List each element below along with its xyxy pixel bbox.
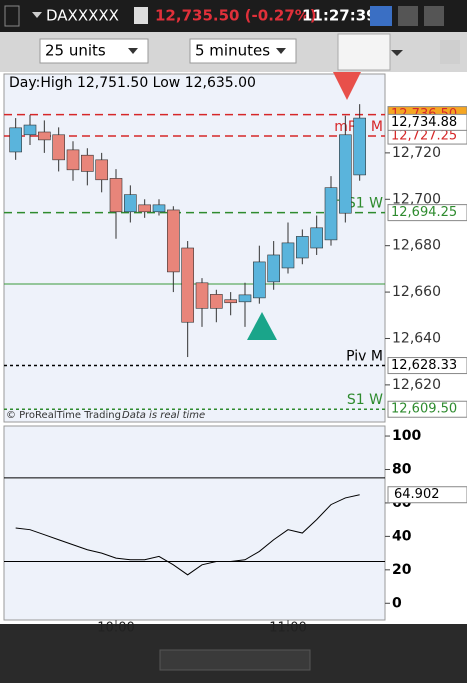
indicator-last-label: 64.902 <box>394 487 440 502</box>
indicator-button[interactable] <box>337 33 391 71</box>
minimize-button[interactable] <box>398 6 418 26</box>
symbol-dropdown[interactable] <box>32 12 42 18</box>
sell-signal <box>333 72 361 100</box>
candle-body <box>238 294 252 303</box>
candle-body <box>52 134 65 161</box>
candle-body <box>38 131 51 141</box>
y-tick-label: 40 <box>392 528 412 544</box>
y-tick-label: 12,660 <box>392 284 441 300</box>
interval-select[interactable] <box>189 38 297 64</box>
level-label: 12,694.25 <box>391 205 457 220</box>
level-box <box>387 357 467 375</box>
copyright: © ProRealTime Trading <box>6 410 121 421</box>
candle-body <box>138 204 151 213</box>
close-button[interactable] <box>424 6 444 26</box>
candle-body <box>66 149 80 171</box>
y-tick-label: 12,720 <box>392 145 441 161</box>
level-name: S1 W <box>347 392 383 408</box>
clock: 11:27:39 <box>302 7 377 25</box>
candle-body <box>167 209 180 273</box>
y-tick-label: 80 <box>392 461 412 477</box>
level-box <box>387 204 467 222</box>
candle-body <box>267 254 280 283</box>
menu-button[interactable] <box>440 40 460 64</box>
level-label: 12,727.25 <box>391 129 457 144</box>
units: 25 units <box>45 42 106 60</box>
symbol: DAXXXXX <box>46 7 119 25</box>
x-tick-label: 11:00 <box>269 621 306 636</box>
candle-body <box>109 178 123 213</box>
candle-body <box>310 227 323 249</box>
price: 12,735.50 (-0.27%) <box>155 7 317 25</box>
level-box <box>387 400 467 418</box>
candle-body <box>253 261 266 299</box>
interval: 5 minutes <box>195 42 270 60</box>
x-tick-label: 10:00 <box>97 621 134 636</box>
scrollbar[interactable] <box>159 649 311 671</box>
last-price-box <box>387 113 467 131</box>
level-name: Piv M <box>346 349 383 365</box>
candle-body <box>339 134 352 214</box>
y-tick-label: 100 <box>392 428 421 444</box>
y-tick-label: 0 <box>392 595 402 611</box>
info-button[interactable] <box>134 7 148 24</box>
price-panel <box>3 73 386 423</box>
app-icon <box>4 5 20 27</box>
keyboard-button[interactable] <box>370 6 392 26</box>
candle-body <box>124 194 137 213</box>
candle-body <box>81 154 94 172</box>
level-label: 12,609.50 <box>391 402 457 417</box>
indicator-line <box>15 494 360 576</box>
level-label: 12,628.33 <box>391 358 457 373</box>
indicator-panel <box>3 425 386 621</box>
candle-body <box>224 299 237 304</box>
candle-body <box>152 204 166 213</box>
candle-body <box>353 117 366 176</box>
candle-body <box>195 282 209 309</box>
y-tick-label: 12,680 <box>392 238 441 254</box>
day-range: Day:High 12,751.50 Low 12,635.00 <box>9 75 256 91</box>
candle-body <box>281 242 295 269</box>
candle-body <box>324 187 338 241</box>
y-tick-label: 12,620 <box>392 377 441 393</box>
units-select[interactable] <box>39 38 149 64</box>
candle-body <box>9 127 22 153</box>
candle-body <box>181 247 194 323</box>
last-price-label: 12,734.88 <box>391 115 457 130</box>
y-tick-label: 12,700 <box>392 191 441 207</box>
indicator-arrow[interactable] <box>391 50 403 56</box>
candle-body <box>23 124 37 136</box>
candle-body <box>95 159 108 181</box>
y-tick-label: 20 <box>392 562 412 578</box>
y-tick-label: 12,640 <box>392 330 441 346</box>
indicator-box <box>387 486 467 504</box>
candle-body <box>210 294 223 309</box>
buy-signal <box>247 312 277 340</box>
data-status: Data is real time <box>122 410 205 421</box>
units-arrow <box>128 48 138 54</box>
interval-arrow <box>276 48 286 54</box>
candle-body <box>296 236 309 259</box>
